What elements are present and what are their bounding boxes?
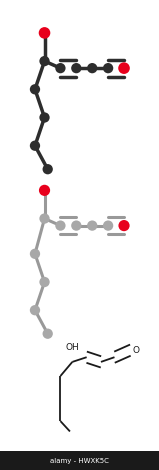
Point	[43, 114, 46, 121]
Point	[34, 86, 36, 93]
Point	[75, 64, 78, 72]
Point	[34, 250, 36, 258]
Bar	[0, 451, 159, 470]
Text: O: O	[133, 345, 140, 355]
Point	[34, 306, 36, 314]
Point	[46, 165, 49, 173]
Point	[59, 64, 62, 72]
Point	[107, 222, 109, 229]
Text: OH: OH	[66, 343, 79, 352]
Point	[43, 29, 46, 37]
Point	[43, 215, 46, 222]
Point	[46, 330, 49, 337]
Point	[43, 57, 46, 65]
Text: alamy - HWXK5C: alamy - HWXK5C	[50, 458, 109, 463]
Point	[59, 222, 62, 229]
Point	[43, 278, 46, 286]
Point	[91, 64, 93, 72]
Point	[34, 142, 36, 149]
Point	[107, 64, 109, 72]
Point	[91, 222, 93, 229]
Point	[43, 187, 46, 194]
Point	[123, 64, 125, 72]
Point	[75, 222, 78, 229]
Point	[123, 222, 125, 229]
